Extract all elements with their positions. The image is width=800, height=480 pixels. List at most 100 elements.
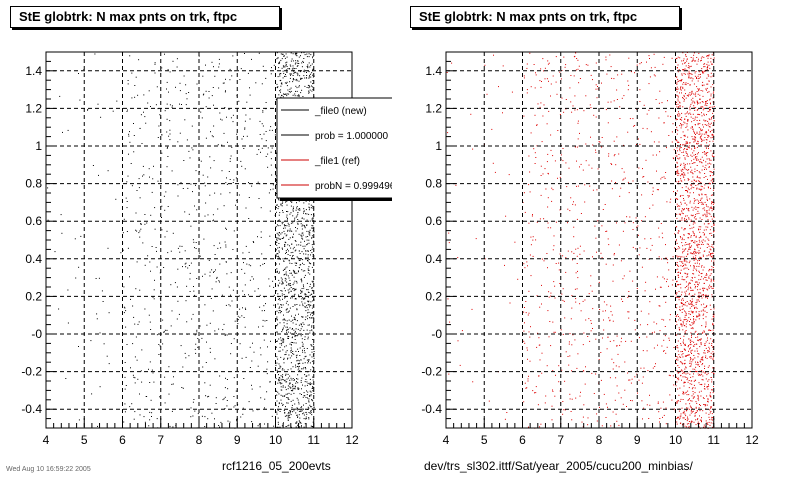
data-point bbox=[559, 283, 561, 284]
data-point bbox=[703, 352, 705, 354]
data-point bbox=[312, 312, 314, 314]
data-point bbox=[233, 179, 235, 181]
data-point bbox=[290, 414, 292, 416]
data-point bbox=[91, 393, 93, 395]
data-point bbox=[311, 399, 313, 401]
data-point bbox=[677, 274, 679, 276]
data-point bbox=[276, 52, 278, 54]
data-point bbox=[677, 78, 679, 80]
data-point bbox=[311, 312, 313, 314]
data-point bbox=[209, 384, 211, 386]
data-point bbox=[590, 107, 592, 109]
data-point bbox=[659, 286, 661, 288]
data-point bbox=[680, 124, 682, 126]
data-point bbox=[698, 171, 700, 173]
data-point bbox=[684, 68, 686, 70]
data-point bbox=[296, 397, 298, 399]
data-point bbox=[296, 414, 298, 416]
data-point bbox=[573, 226, 575, 228]
data-point bbox=[622, 230, 624, 232]
plot-area bbox=[446, 52, 752, 428]
data-point bbox=[167, 206, 169, 207]
data-point bbox=[301, 66, 303, 68]
data-point bbox=[703, 371, 705, 373]
data-point bbox=[164, 209, 166, 211]
data-point bbox=[257, 365, 259, 367]
data-point bbox=[290, 285, 292, 287]
data-point bbox=[666, 259, 668, 261]
data-point bbox=[282, 376, 284, 378]
data-point bbox=[267, 346, 268, 348]
data-point bbox=[679, 400, 681, 402]
data-point bbox=[301, 316, 303, 318]
data-point bbox=[236, 419, 238, 421]
data-point bbox=[648, 109, 650, 111]
data-point bbox=[672, 123, 674, 125]
data-point bbox=[306, 244, 308, 246]
data-point bbox=[689, 105, 691, 107]
data-point bbox=[682, 372, 684, 374]
data-point bbox=[708, 223, 710, 225]
data-point bbox=[296, 72, 298, 74]
data-point bbox=[156, 250, 157, 252]
data-point bbox=[705, 101, 707, 103]
data-point bbox=[295, 328, 297, 330]
data-point bbox=[694, 357, 696, 359]
data-point bbox=[687, 208, 689, 210]
data-point bbox=[684, 291, 686, 293]
data-point bbox=[533, 148, 535, 150]
data-point bbox=[672, 157, 674, 159]
data-point bbox=[708, 243, 709, 245]
data-point bbox=[693, 250, 695, 252]
data-point bbox=[622, 179, 624, 181]
data-point bbox=[704, 426, 706, 428]
data-point bbox=[302, 384, 303, 386]
data-point bbox=[648, 313, 650, 315]
data-point bbox=[702, 331, 704, 333]
data-point bbox=[308, 374, 310, 376]
data-point bbox=[139, 393, 140, 395]
data-point bbox=[682, 87, 684, 89]
data-point bbox=[699, 133, 701, 135]
data-point bbox=[306, 305, 308, 307]
data-point bbox=[161, 152, 163, 154]
data-point bbox=[560, 154, 562, 156]
data-point bbox=[291, 257, 293, 259]
data-point bbox=[141, 349, 143, 351]
data-point bbox=[639, 63, 641, 65]
data-point bbox=[698, 77, 700, 79]
data-point bbox=[287, 397, 289, 399]
data-point bbox=[290, 362, 292, 364]
data-point bbox=[694, 392, 696, 394]
data-point bbox=[622, 278, 624, 280]
data-point bbox=[268, 278, 270, 280]
data-point bbox=[296, 207, 297, 209]
data-point bbox=[310, 207, 312, 209]
data-point bbox=[207, 214, 209, 216]
data-point bbox=[706, 142, 708, 144]
data-point bbox=[569, 355, 571, 357]
data-point bbox=[696, 76, 697, 78]
data-point bbox=[305, 379, 307, 380]
data-point bbox=[289, 379, 291, 381]
data-point bbox=[682, 195, 684, 196]
data-point bbox=[311, 227, 313, 229]
data-point bbox=[295, 62, 297, 64]
data-point bbox=[601, 137, 603, 138]
data-point bbox=[663, 339, 665, 341]
data-point bbox=[309, 75, 310, 77]
data-point bbox=[666, 201, 668, 203]
data-point bbox=[657, 344, 658, 346]
data-point bbox=[692, 97, 694, 99]
data-point bbox=[261, 310, 263, 312]
data-point bbox=[286, 402, 288, 404]
data-point bbox=[285, 75, 287, 77]
data-point bbox=[297, 407, 298, 409]
data-point bbox=[702, 287, 703, 289]
data-point bbox=[682, 356, 684, 358]
y-tick-label: 0.8 bbox=[25, 177, 42, 191]
data-point bbox=[606, 348, 608, 350]
data-point bbox=[710, 396, 712, 398]
data-point bbox=[693, 380, 695, 382]
data-point bbox=[546, 78, 548, 80]
